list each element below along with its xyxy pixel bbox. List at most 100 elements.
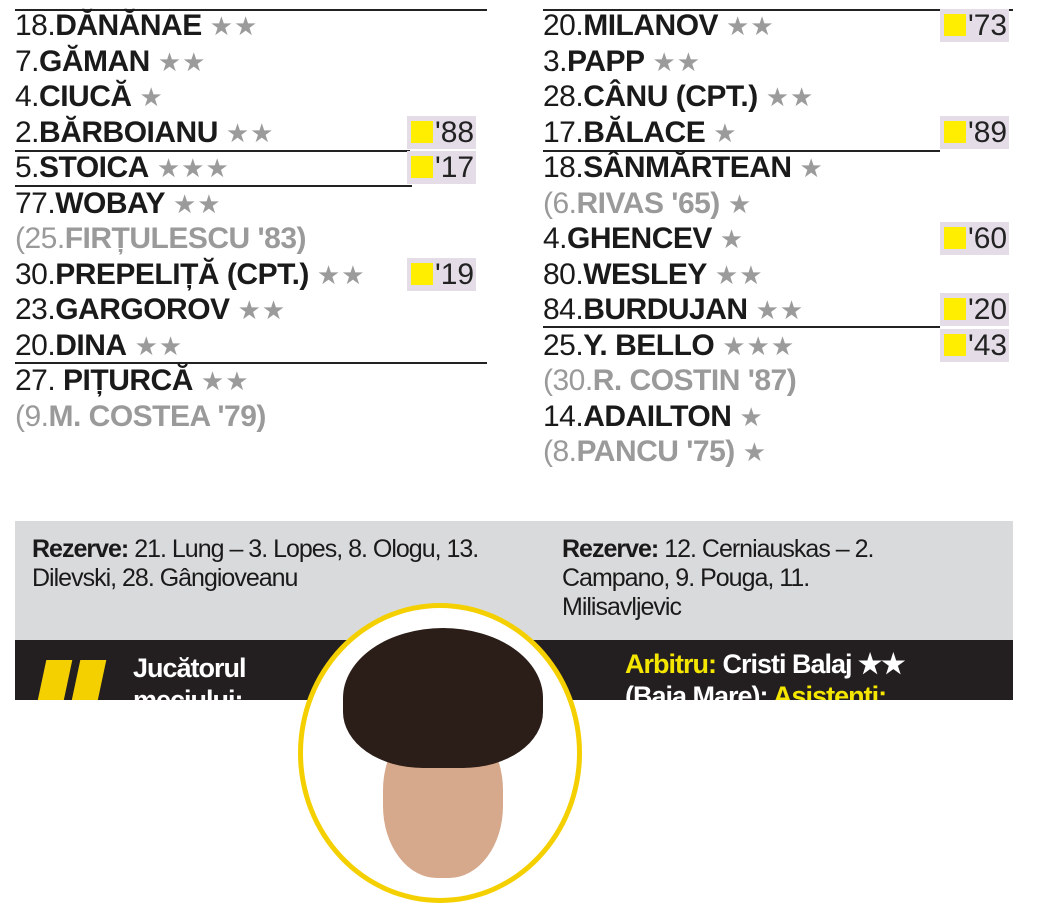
- player-number: 4.: [15, 80, 40, 113]
- player-number: 20.: [15, 328, 56, 362]
- rating-stars-icon: ★★: [209, 11, 259, 41]
- player-row: 84.BURDUJAN ★★: [543, 292, 804, 327]
- yellow-card-badge: '20: [940, 293, 1010, 326]
- player-number: 17.: [543, 115, 584, 149]
- referee-label: Arbitru:: [625, 649, 717, 679]
- player-number: 5.: [15, 151, 40, 184]
- yellow-card-icon: [944, 298, 966, 321]
- card-minute: '17: [435, 151, 475, 184]
- substitute-row: (30.R. COSTIN '87): [543, 363, 797, 398]
- rating-stars-icon: ★: [727, 188, 753, 219]
- rating-stars-icon: ★: [719, 224, 745, 254]
- player-row: 20.MILANOV ★★: [543, 8, 775, 43]
- player-number: 14.: [543, 399, 584, 433]
- player-row: 17.BĂLACE ★: [543, 115, 738, 150]
- player-number: (30.: [543, 364, 593, 397]
- player-row: 4.CIUCĂ ★: [15, 79, 164, 114]
- rating-stars-icon: ★: [799, 153, 824, 183]
- reserves-label: Rezerve:: [32, 535, 129, 563]
- reserves-box: Rezerve: 21. Lung – 3. Lopes, 8. Ologu, …: [15, 521, 1013, 641]
- player-number: 84.: [543, 293, 584, 326]
- player-name: MILANOV: [583, 9, 719, 42]
- player-name: WOBAY: [55, 186, 165, 220]
- player-name: GARGOROV: [55, 293, 230, 326]
- player-name: ADAILTON: [583, 399, 732, 433]
- player-name: PIȚURCĂ: [63, 364, 193, 397]
- card-minute: '88: [435, 115, 475, 149]
- card-minute: '43: [968, 328, 1008, 362]
- rating-stars-icon: ★★: [765, 82, 815, 112]
- rating-stars-icon: ★★: [652, 46, 702, 77]
- substitute-row: (8.PANCU '75) ★: [543, 434, 767, 469]
- player-name: WESLEY: [583, 257, 707, 291]
- player-name: CÂNU (CPT.): [583, 80, 758, 113]
- player-name: STOICA: [39, 151, 149, 184]
- rating-stars-icon: ★★: [172, 188, 222, 219]
- player-row: 77.WOBAY ★★: [15, 186, 222, 221]
- player-number: 18.: [15, 9, 56, 42]
- substitute-row: (9.M. COSTEA '79): [15, 399, 266, 434]
- divider: [15, 150, 410, 152]
- player-name: PAPP: [567, 44, 645, 78]
- player-number: 2.: [15, 115, 40, 149]
- player-name: BURDUJAN: [583, 293, 748, 326]
- player-row: 18.DĂNĂNAE ★★: [15, 8, 258, 43]
- rating-stars-icon: ★★: [157, 46, 207, 77]
- card-minute: '20: [968, 293, 1008, 326]
- yellow-card-badge: '88: [407, 115, 477, 149]
- rating-stars-icon: ★★: [714, 259, 764, 290]
- rating-stars-icon: ★: [139, 82, 164, 112]
- home-reserves: Rezerve: 21. Lung – 3. Lopes, 8. Ologu, …: [32, 535, 502, 593]
- yellow-card-badge: '89: [940, 115, 1010, 149]
- player-name: BĂRBOIANU: [39, 115, 218, 149]
- rating-stars-icon: ★★: [225, 117, 275, 148]
- divider: [15, 362, 487, 364]
- player-row: 18.SÂNMĂRTEAN ★: [543, 150, 824, 185]
- assistants-label: Asistenți:: [773, 681, 887, 700]
- player-of-match-label: Jucătorul meciului:: [133, 653, 247, 700]
- player-name: M. COSTEA '79): [48, 399, 267, 433]
- player-number: (6.: [543, 186, 577, 220]
- player-row: 80.WESLEY ★★: [543, 257, 764, 292]
- rating-stars-icon: ★: [713, 117, 738, 148]
- card-minute: '73: [968, 9, 1008, 42]
- rating-stars-icon: ★: [739, 401, 764, 432]
- player-number: 27.: [15, 364, 64, 397]
- player-row: 25.Y. BELLO ★★★: [543, 328, 795, 363]
- yellow-card-badge: '19: [407, 257, 477, 291]
- referee-name: Cristi Balaj ★★: [722, 649, 906, 679]
- referee-info: Arbitru: Cristi Balaj ★★ (Baia Mare); As…: [625, 648, 906, 700]
- yellow-card-badge: '43: [940, 328, 1010, 362]
- player-name: DINA: [55, 328, 127, 362]
- player-row: 4.GHENCEV ★: [543, 221, 744, 256]
- yellow-card-badge: '17: [407, 151, 477, 184]
- player-number: 3.: [543, 44, 568, 78]
- rating-stars-icon: ★★: [755, 295, 805, 325]
- player-number: 30.: [15, 257, 56, 291]
- player-number: 28.: [543, 80, 584, 113]
- away-reserves: Rezerve: 12. Cerniauskas – 2. Campano, 9…: [562, 535, 907, 622]
- substitute-row: (25.FIRȚULESCU '83): [15, 221, 307, 256]
- player-row: 30.PREPELIȚĂ (CPT.) ★★: [15, 257, 366, 292]
- yellow-card-badge: '60: [940, 222, 1010, 255]
- player-name: PANCU '75): [576, 435, 736, 468]
- divider: [15, 185, 412, 187]
- yellow-card-icon: [944, 333, 966, 356]
- yellow-card-badge: '73: [940, 9, 1010, 42]
- yellow-card-icon: [944, 227, 966, 250]
- rating-stars-icon: ★: [742, 437, 768, 467]
- player-number: 18.: [543, 151, 584, 184]
- player-row: 2.BĂRBOIANU ★★: [15, 115, 274, 150]
- yellow-card-icon: [944, 120, 966, 143]
- player-name: GĂMAN: [39, 44, 150, 78]
- divider: [543, 9, 1013, 11]
- player-name: R. COSTIN '87): [592, 364, 797, 397]
- reserves-label: Rezerve:: [562, 535, 659, 563]
- player-number: 25.: [543, 328, 584, 362]
- quote-icon: [35, 660, 109, 700]
- player-row: 3.PAPP ★★: [543, 44, 701, 79]
- player-number: 77.: [15, 186, 56, 220]
- player-number: 23.: [15, 293, 56, 326]
- reserves-list: 21. Lung – 3. Lopes, 8. Ologu, 13. Dilev…: [32, 535, 479, 592]
- player-row: 27. PIȚURCĂ ★★: [15, 363, 250, 398]
